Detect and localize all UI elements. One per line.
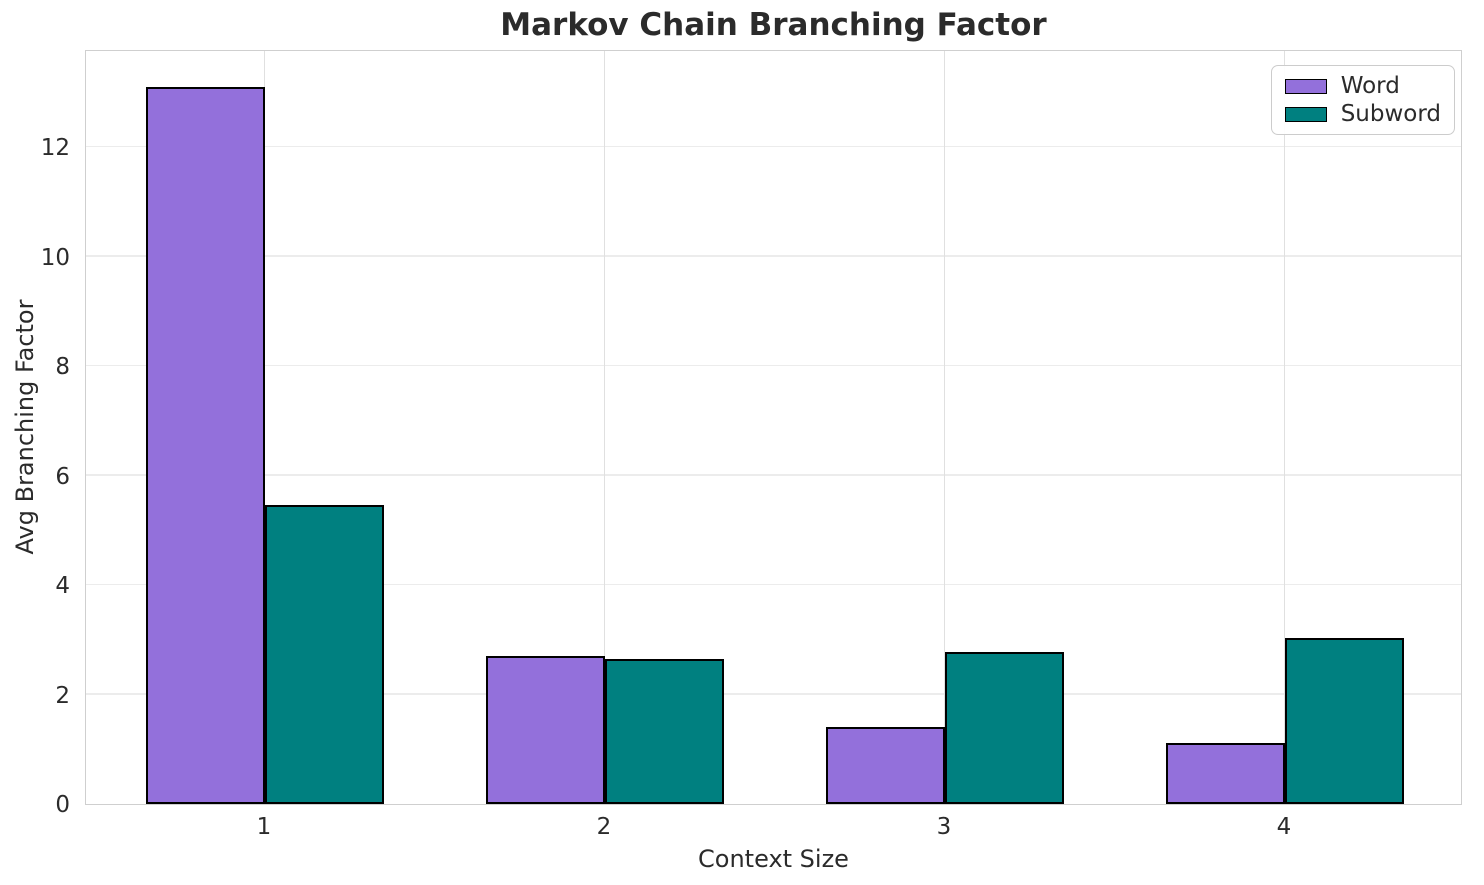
gridline-x-4 <box>1283 51 1286 804</box>
y-axis-label: Avg Branching Factor <box>11 299 39 555</box>
x-tick-1: 1 <box>256 814 272 840</box>
bar-subword-context-2 <box>605 659 724 804</box>
legend-swatch-word-icon <box>1284 78 1327 94</box>
bar-word-context-3 <box>826 727 945 804</box>
bar-subword-context-3 <box>945 652 1064 804</box>
legend-label-subword: Subword <box>1340 101 1441 127</box>
y-tick-8: 8 <box>55 354 70 380</box>
y-tick-12: 12 <box>40 135 70 161</box>
gridline-y-10 <box>86 255 1461 257</box>
legend-item-subword: Subword <box>1284 100 1441 128</box>
y-tick-10: 10 <box>40 245 70 271</box>
x-tick-4: 4 <box>1276 814 1292 840</box>
legend-swatch-subword-icon <box>1284 106 1327 122</box>
gridline-y-8 <box>86 364 1461 367</box>
bar-word-context-4 <box>1166 743 1285 804</box>
gridline-y-12 <box>86 145 1461 148</box>
bar-word-context-1 <box>146 87 265 804</box>
y-tick-2: 2 <box>55 683 70 709</box>
x-tick-2: 2 <box>596 814 612 840</box>
y-tick-4: 4 <box>55 573 70 599</box>
legend: Word Subword <box>1270 65 1455 135</box>
bar-subword-context-4 <box>1285 638 1404 804</box>
x-tick-3: 3 <box>936 814 952 840</box>
bar-word-context-2 <box>486 656 605 804</box>
gridline-y-4 <box>86 583 1461 586</box>
legend-label-word: Word <box>1340 73 1400 99</box>
legend-item-word: Word <box>1284 72 1441 100</box>
gridline-x-3 <box>943 51 946 804</box>
y-tick-0: 0 <box>55 792 70 818</box>
plot-area: Word Subword <box>85 50 1462 805</box>
bar-subword-context-1 <box>265 505 384 804</box>
x-axis-label: Context Size <box>698 845 849 873</box>
chart-title: Markov Chain Branching Factor <box>500 7 1047 43</box>
y-tick-6: 6 <box>55 464 70 490</box>
gridline-y-6 <box>86 474 1461 476</box>
gridline-x-2 <box>603 51 606 804</box>
gridline-y-2 <box>86 693 1461 695</box>
